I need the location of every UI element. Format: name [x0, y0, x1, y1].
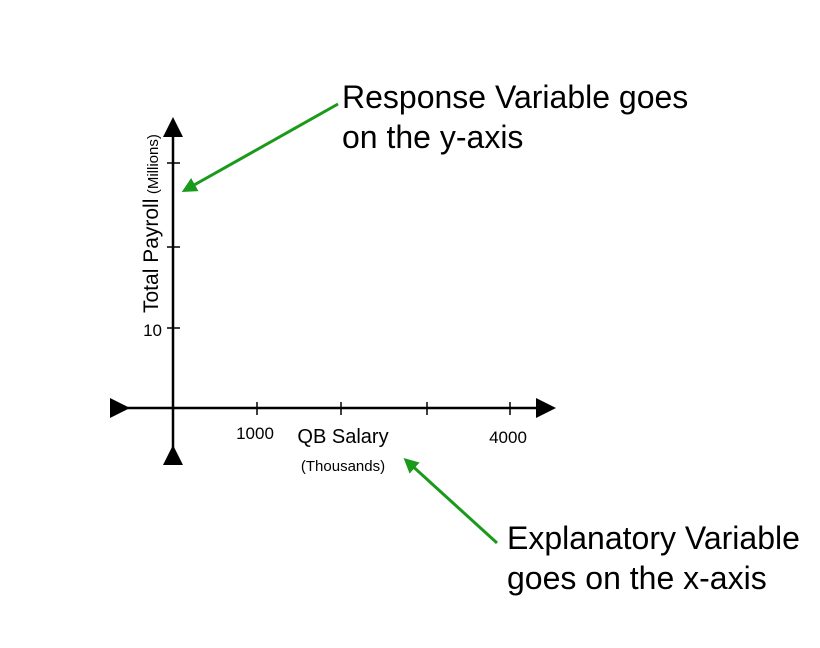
annotation-line: Response Variable goes: [342, 79, 688, 115]
annotation-arrow: [403, 457, 499, 545]
x-tick-label: 4000: [489, 428, 527, 447]
y-axis-unit: (Millions): [145, 134, 162, 194]
annotation-line: on the y-axis: [342, 119, 523, 155]
x-tick-label: 1000: [236, 424, 274, 443]
x-axis-unit: (Thousands): [301, 458, 385, 475]
annotation-line: Explanatory Variable: [507, 520, 800, 556]
annotation-line: goes on the x-axis: [507, 560, 767, 596]
annotation-arrow: [181, 102, 339, 192]
y-tick-label: 10: [143, 321, 162, 340]
x-axis-label: QB Salary: [297, 426, 388, 448]
y-axis-label: Total Payroll: [140, 199, 163, 313]
y-axis-title: Total Payroll (Millions): [140, 134, 163, 313]
